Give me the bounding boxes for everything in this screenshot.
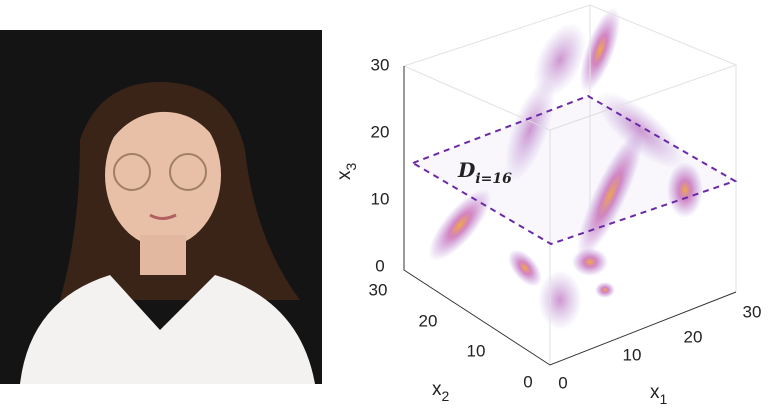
x3-axis-label: x3 <box>334 163 359 181</box>
x3-label-main: x <box>334 170 355 180</box>
x2-tick-label: 10 <box>467 341 486 360</box>
slice-plane <box>410 94 738 246</box>
x2-label-sub: 2 <box>442 388 450 404</box>
x3-tick-label: 30 <box>371 55 390 74</box>
x1-tick-label: 10 <box>623 345 642 364</box>
x1-tick-label: 0 <box>558 373 567 392</box>
x3-tick-label: 10 <box>371 189 390 208</box>
x2-tick-label: 30 <box>369 280 388 299</box>
volume-rendering <box>428 7 703 330</box>
x1-label-sub: 1 <box>660 391 668 407</box>
x2-axis-label: x2 <box>432 379 450 404</box>
axes-box <box>403 4 738 366</box>
x1-axis-label: x1 <box>650 382 668 407</box>
plane-label-sub: i=16 <box>475 171 512 187</box>
x1-tick-label: 30 <box>743 302 762 321</box>
x3-tick-label: 20 <box>371 122 390 141</box>
x3-tick-label: 0 <box>375 256 384 275</box>
x2-tick-label: 0 <box>523 372 532 391</box>
portrait-photo <box>0 30 322 384</box>
plane-label-main: D <box>457 158 476 182</box>
x3-label-sub: 3 <box>343 163 359 171</box>
plane-label: Di=16 <box>457 158 512 187</box>
x2-label-main: x <box>432 379 442 400</box>
x2-tick-label: 20 <box>419 311 438 330</box>
x1-tick-label: 20 <box>684 327 703 346</box>
x1-label-main: x <box>650 382 660 403</box>
